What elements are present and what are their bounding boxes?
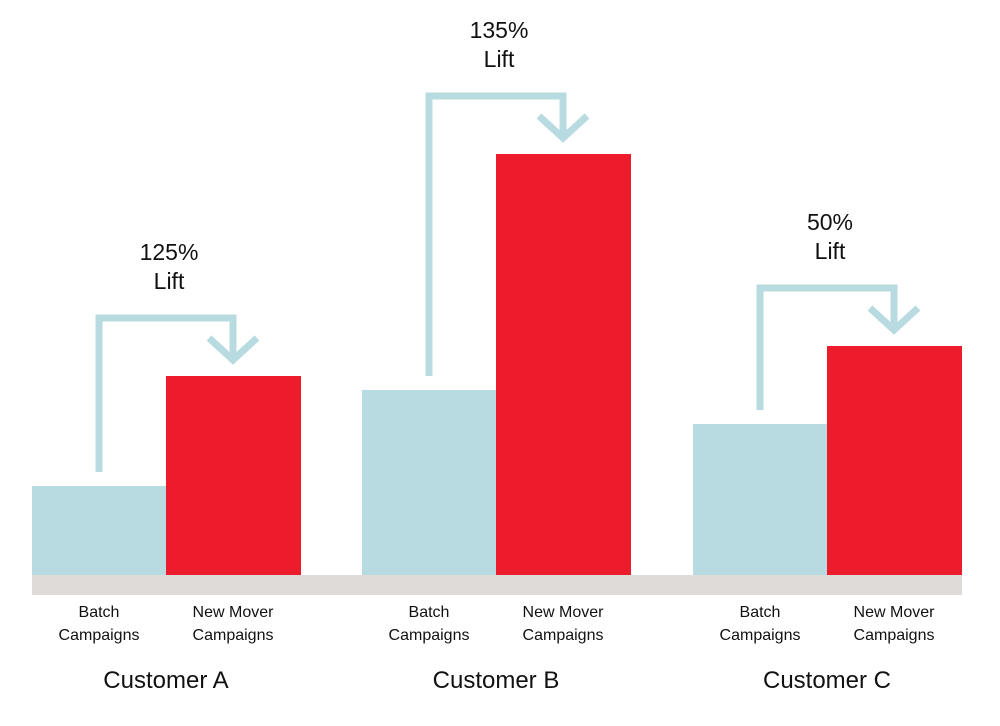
lift-arrowhead [867,305,921,335]
series-label: New Mover Campaigns [522,604,604,644]
lift-arrowhead [536,113,590,143]
bar [693,424,828,575]
bar [362,390,497,575]
bar [32,486,167,575]
category-label: Customer B [432,667,560,694]
lift-bracket [425,92,567,376]
lift-bracket [95,314,237,472]
series-label: Batch Campaigns [388,604,470,644]
lift-label: 50% Lift [806,209,854,264]
category-label: Customer C [762,667,892,694]
category-label: Customer A [103,667,229,694]
lift-bracket [756,284,898,410]
bar [166,376,301,575]
series-label: Batch Campaigns [58,604,140,644]
series-label: New Mover Campaigns [853,604,935,644]
lift-arrowhead [206,335,260,365]
bar [827,346,962,575]
series-label: New Mover Campaigns [192,604,274,644]
bar [496,154,631,575]
lift-label: 135% Lift [469,17,529,72]
baseline [32,575,962,595]
lift-label: 125% Lift [139,239,199,294]
series-label: Batch Campaigns [719,604,801,644]
